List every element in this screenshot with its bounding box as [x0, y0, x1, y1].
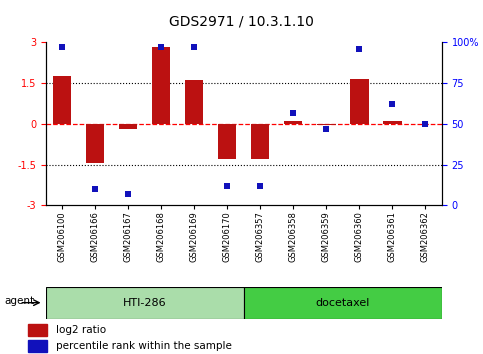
Point	[323, 126, 330, 132]
Text: docetaxel: docetaxel	[316, 298, 370, 308]
Point	[224, 183, 231, 189]
Point	[388, 102, 396, 107]
Bar	[86, 124, 104, 163]
Bar	[244, 287, 442, 319]
Point	[422, 121, 429, 127]
Point	[125, 191, 132, 197]
Text: HTI-286: HTI-286	[123, 298, 167, 308]
Point	[355, 46, 363, 52]
Bar	[152, 47, 170, 124]
Point	[190, 45, 198, 50]
Bar	[218, 124, 237, 159]
Bar	[284, 121, 302, 124]
Bar	[251, 124, 270, 159]
Bar	[46, 287, 244, 319]
Text: GDS2971 / 10.3.1.10: GDS2971 / 10.3.1.10	[169, 14, 314, 28]
Point	[289, 110, 297, 115]
Point	[91, 186, 99, 192]
Text: percentile rank within the sample: percentile rank within the sample	[56, 341, 232, 351]
Text: agent: agent	[5, 296, 35, 306]
Point	[256, 183, 264, 189]
Text: log2 ratio: log2 ratio	[56, 325, 106, 335]
Bar	[317, 124, 336, 125]
Bar	[119, 124, 138, 129]
Bar	[28, 324, 47, 336]
Bar	[28, 340, 47, 353]
Bar	[350, 79, 369, 124]
Bar	[53, 76, 71, 124]
Point	[58, 45, 66, 50]
Bar	[384, 121, 401, 124]
Point	[157, 45, 165, 50]
Bar	[185, 80, 203, 124]
